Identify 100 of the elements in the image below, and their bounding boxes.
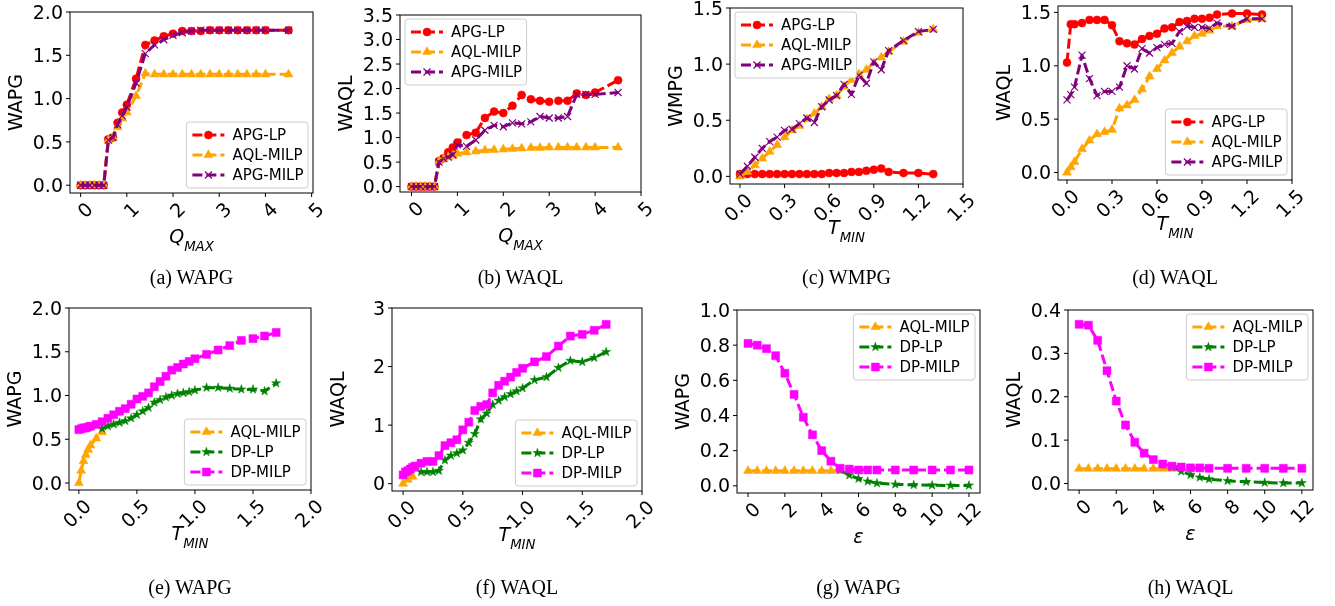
y-tick-label: 0.5 <box>362 150 393 173</box>
legend-label: DP-MILP <box>899 358 960 377</box>
y-tick-label: 2.5 <box>362 52 393 75</box>
y-tick-label: 1.5 <box>1020 1 1051 24</box>
y-tick-label: 0.0 <box>1020 161 1051 184</box>
y-axis-title: WAPG <box>671 373 693 430</box>
x-tick-label: 0.3 <box>763 188 801 226</box>
legend-label: APG-LP <box>232 126 287 145</box>
text: (e) WAPG <box>148 576 232 599</box>
x-tick-label: 0.9 <box>853 188 891 226</box>
y-tick-label: 0.0 <box>692 165 723 188</box>
legend-label: DP-MILP <box>230 463 291 482</box>
legend-label: DP-MILP <box>561 464 622 483</box>
x-tick-label: 4 <box>587 196 612 221</box>
legend-label: AQL-MILP <box>781 36 852 55</box>
y-tick-label: 0.1 <box>1030 428 1061 451</box>
x-tick-label: 6 <box>1182 494 1207 519</box>
x-tick-label: 1.5 <box>1271 184 1309 222</box>
x-tick-label: 0 <box>1071 494 1096 519</box>
x-tick-label: 2 <box>165 197 190 222</box>
legend-label: APG-LP <box>781 16 835 35</box>
y-tick-label: 2.0 <box>32 0 63 23</box>
x-tick-label: 0 <box>740 497 765 522</box>
x-tick-label: 0.5 <box>116 494 154 532</box>
y-tick-label: 0.3 <box>1030 342 1061 365</box>
x-tick-label: 0 <box>72 197 97 222</box>
y-tick-label: 0.5 <box>31 427 62 450</box>
y-tick-label: 0.5 <box>692 108 723 131</box>
x-axis-title: ε <box>853 525 864 547</box>
y-tick-label: 0.0 <box>1030 472 1061 495</box>
y-tick-label: 0.4 <box>699 404 730 427</box>
y-tick-label: 0.8 <box>699 333 730 356</box>
y-tick-label: 1.0 <box>699 298 730 321</box>
x-tick-label: 0.9 <box>1181 184 1219 222</box>
x-tick-label: 1.5 <box>561 495 599 533</box>
y-axis-title: WAQL <box>992 64 1014 121</box>
x-tick-label: 5 <box>303 197 328 222</box>
text: (h) WAQL <box>1147 576 1234 599</box>
y-tick-label: 3.0 <box>362 28 393 51</box>
x-tick-label: 4 <box>813 497 838 522</box>
y-tick-label: 0.2 <box>699 439 730 462</box>
x-tick-label: 8 <box>887 497 912 522</box>
y-tick-label: 2.0 <box>362 77 393 100</box>
x-tick-label: 1.5 <box>232 494 270 532</box>
legend-label: DP-LP <box>561 444 605 463</box>
x-tick-label: 1.2 <box>1226 184 1264 222</box>
x-tick-label: 10 <box>915 497 949 531</box>
y-tick-label: 1.0 <box>692 52 723 75</box>
x-tick-label: 4 <box>1145 494 1170 519</box>
y-tick-label: 3 <box>372 296 385 319</box>
y-tick-label: 1 <box>372 413 385 436</box>
y-tick-label: 1.0 <box>32 87 63 110</box>
x-tick-label: 12 <box>1285 494 1319 528</box>
y-tick-label: 1.5 <box>362 101 393 124</box>
text: (d) WAQL <box>1132 266 1218 289</box>
x-tick-label: 1.5 <box>942 188 980 226</box>
y-tick-label: 2 <box>372 355 385 378</box>
text: (f) WAQL <box>475 576 559 599</box>
x-axis-title: Q$_{MAX}$ <box>498 224 544 253</box>
y-tick-label: 1.0 <box>1020 54 1051 77</box>
x-tick-label: 2 <box>1108 494 1133 519</box>
y-axis-title: WAQL <box>334 75 356 132</box>
legend-label: DP-LP <box>1232 338 1276 357</box>
text: (c) WMPG <box>801 266 892 289</box>
y-tick-label: 0.5 <box>1020 107 1051 130</box>
x-tick-label: 0.0 <box>58 494 96 532</box>
y-tick-label: 0 <box>372 472 385 495</box>
y-tick-label: 0.0 <box>699 474 730 497</box>
legend-label: AQL-MILP <box>230 423 301 442</box>
y-tick-label: 2.0 <box>31 296 62 319</box>
legend-label: AQL-MILP <box>451 43 522 62</box>
text: (b) WAQL <box>477 266 564 289</box>
x-tick-label: 5 <box>633 196 658 221</box>
y-tick-label: 0.5 <box>32 130 63 153</box>
x-tick-label: 3 <box>541 196 566 221</box>
y-axis-title: WAQL <box>1002 371 1024 428</box>
x-axis-title: ε <box>1185 522 1196 544</box>
legend-label: DP-MILP <box>1232 358 1293 377</box>
x-tick-label: 1 <box>449 196 474 221</box>
y-tick-label: 1.0 <box>31 384 62 407</box>
x-tick-label: 12 <box>952 497 986 531</box>
legend-label: DP-LP <box>899 338 943 357</box>
x-tick-label: 0.5 <box>442 495 480 533</box>
y-tick-label: 1.0 <box>362 126 393 149</box>
x-tick-label: 2.0 <box>621 495 659 533</box>
y-tick-label: 0.2 <box>1030 385 1061 408</box>
y-tick-label: 3.5 <box>362 3 393 26</box>
x-tick-label: 1.2 <box>897 188 935 226</box>
legend-label: AQL-MILP <box>232 146 303 165</box>
x-tick-label: 0.3 <box>1091 184 1129 222</box>
legend-label: APG-MILP <box>1211 153 1283 172</box>
x-tick-label: 0 <box>403 196 428 221</box>
y-axis-title: WAPG <box>4 74 26 131</box>
y-tick-label: 0.6 <box>699 368 730 391</box>
legend-label: AQL-MILP <box>561 424 632 443</box>
y-tick-label: 0.4 <box>1030 298 1061 321</box>
legend-label: APG-LP <box>451 23 505 42</box>
text: (a) WAPG <box>149 266 234 289</box>
x-tick-label: 2.0 <box>290 494 328 532</box>
legend-label: APG-MILP <box>232 166 304 185</box>
